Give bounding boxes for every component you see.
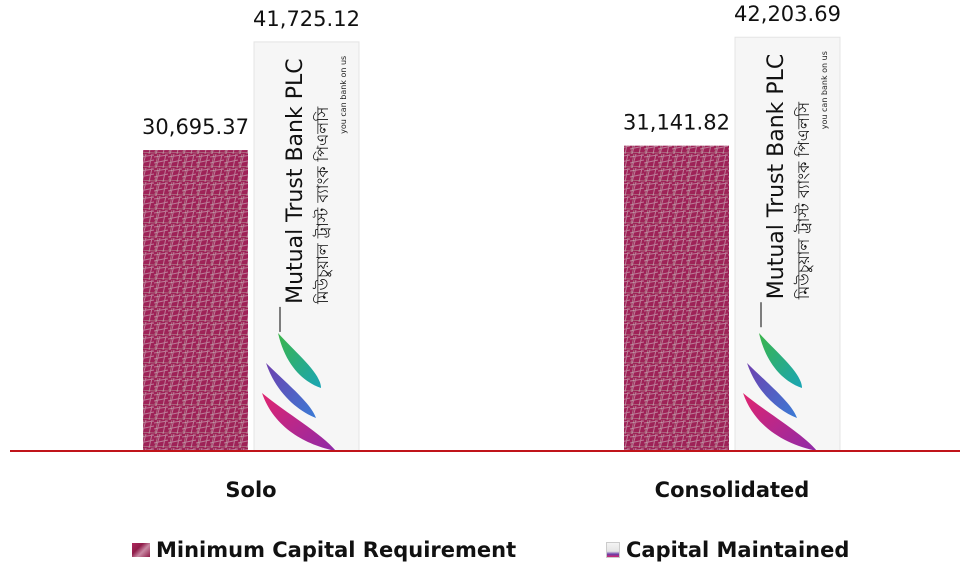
bar-chart: Mutual Trust Bank PLC মিউচুয়াল ট্রাস্ট ব…: [10, 2, 960, 502]
legend: Minimum Capital Requirement Capital Main…: [0, 538, 960, 570]
logo-ribbon-teal: [759, 333, 802, 388]
legend-swatch-mcr: [132, 543, 150, 557]
bank-name-label: Mutual Trust Bank PLC: [283, 58, 308, 304]
bar-mcr-consolidated: [624, 145, 729, 452]
value-label-cm-consolidated: 42,203.69: [734, 2, 841, 26]
bank-name-bangla-label: মিউচুয়াল ট্রাস্ট ব্যাংক পিএলসি: [313, 106, 333, 305]
legend-item-mcr: Minimum Capital Requirement: [132, 538, 516, 562]
value-label-cm-solo: 41,725.12: [253, 7, 360, 31]
logo-ribbon-pink: [743, 393, 817, 451]
legend-label-cm: Capital Maintained: [626, 538, 850, 562]
logo-ribbon-purple: [747, 363, 797, 418]
legend-label-mcr: Minimum Capital Requirement: [156, 538, 517, 562]
logo-ribbon-teal: [278, 333, 321, 388]
category-label-consolidated: Consolidated: [655, 478, 810, 502]
value-label-mcr-consolidated: 31,141.82: [623, 111, 730, 135]
bar-cm-bg: [253, 41, 360, 452]
bar-cm-consolidated: Mutual Trust Bank PLC মিউচুয়াল ট্রাস্ট ব…: [734, 36, 841, 452]
logo-ribbon-purple: [266, 363, 316, 418]
category-label-solo: Solo: [225, 478, 276, 502]
logo-ribbon-pink: [262, 393, 336, 451]
bar-mcr-solo: [143, 150, 248, 451]
bank-name-bangla-label: মিউচুয়াল ট্রাস্ট ব্যাংক পিএলসি: [794, 102, 814, 301]
value-label-mcr-solo: 30,695.37: [142, 115, 249, 139]
legend-item-cm: Capital Maintained: [606, 538, 849, 562]
bank-tagline-label: you can bank on us: [339, 56, 348, 134]
bank-tagline-label: you can bank on us: [820, 51, 829, 129]
legend-swatch-cm: [606, 542, 620, 558]
bar-cm-solo: Mutual Trust Bank PLC মিউচুয়াল ট্রাস্ট ব…: [253, 41, 360, 452]
bank-name-label: Mutual Trust Bank PLC: [764, 54, 789, 300]
